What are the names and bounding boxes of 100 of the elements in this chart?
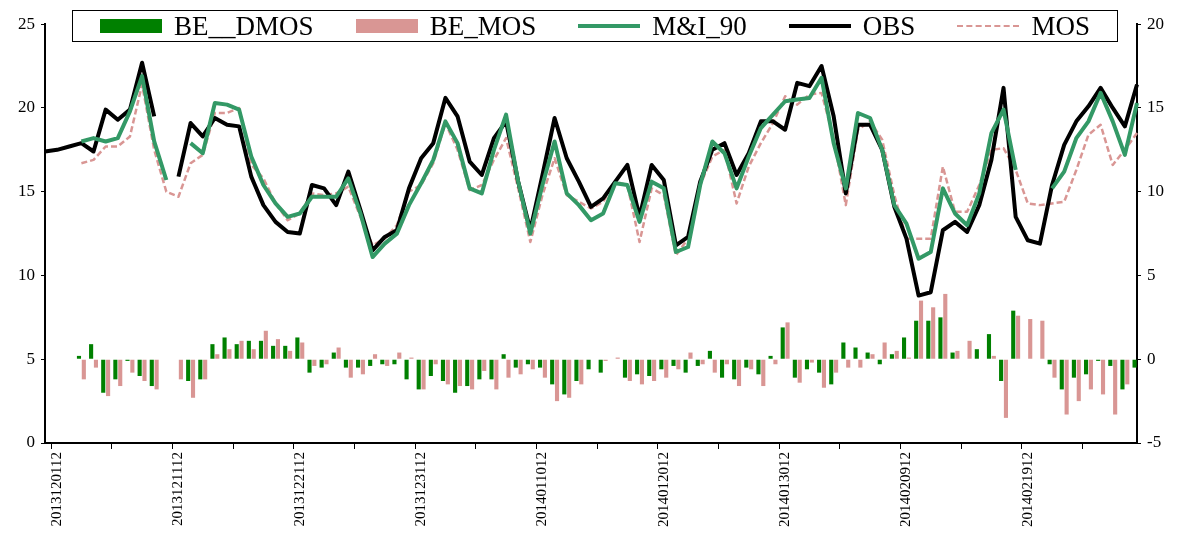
- bar: [246, 340, 251, 359]
- x-tick-label: 2014013012: [776, 452, 793, 527]
- bar: [234, 344, 239, 359]
- bar: [137, 359, 142, 376]
- bar: [1003, 359, 1009, 418]
- bar: [494, 359, 499, 390]
- x-tick-label: 2013121112: [169, 452, 186, 526]
- x-tick-label: 2013122112: [290, 452, 307, 527]
- bar: [761, 359, 766, 387]
- bar: [901, 337, 907, 359]
- bar: [1120, 359, 1125, 390]
- bar: [1011, 310, 1016, 359]
- x-tick-label: 2014021912: [1018, 452, 1035, 527]
- bar: [579, 359, 584, 385]
- y2-tick-label: 0: [1147, 348, 1156, 368]
- bar: [574, 359, 579, 382]
- legend-label: M&I_90: [652, 11, 747, 41]
- bar: [542, 359, 547, 378]
- bar: [554, 359, 560, 402]
- bar: [780, 327, 785, 359]
- x-tick-label: 2014012012: [654, 452, 671, 527]
- bar: [918, 300, 924, 359]
- bar: [756, 359, 761, 375]
- bar: [537, 359, 543, 368]
- bar: [804, 359, 810, 370]
- bar: [307, 359, 312, 373]
- bar: [186, 359, 191, 382]
- bar: [647, 359, 652, 376]
- bar: [312, 359, 317, 366]
- bar: [817, 359, 822, 373]
- bar: [882, 342, 887, 359]
- bar: [440, 359, 446, 382]
- bar: [227, 349, 232, 359]
- bar: [785, 322, 790, 359]
- bar: [671, 359, 676, 366]
- bar: [1071, 359, 1076, 378]
- bar: [331, 352, 336, 359]
- bar: [319, 359, 324, 368]
- bar: [271, 345, 276, 359]
- bar: [530, 359, 535, 370]
- bar: [986, 334, 992, 359]
- bar: [300, 342, 305, 359]
- bar: [1052, 359, 1057, 378]
- bar: [707, 350, 712, 359]
- bar: [190, 359, 196, 398]
- bar: [622, 359, 628, 378]
- bar: [821, 359, 827, 388]
- y2-tick-label: 15: [1147, 97, 1164, 117]
- bar: [283, 345, 288, 359]
- bar: [501, 354, 506, 359]
- x-tick-label: 2014020912: [897, 452, 914, 527]
- bar: [324, 359, 329, 365]
- bar: [178, 359, 183, 380]
- y2-tick-label: -5: [1147, 432, 1162, 452]
- bar: [1088, 359, 1093, 390]
- bar: [712, 359, 717, 373]
- bar: [846, 359, 851, 368]
- bar: [368, 359, 373, 366]
- bar: [428, 359, 433, 376]
- bar: [931, 307, 936, 359]
- bar: [76, 355, 82, 359]
- bar: [154, 359, 159, 390]
- bar: [744, 359, 749, 368]
- bar: [955, 350, 960, 359]
- bar: [348, 359, 353, 378]
- bar: [506, 359, 511, 378]
- bar: [89, 344, 94, 359]
- bar: [834, 359, 839, 373]
- bar: [404, 359, 409, 380]
- bar: [215, 354, 220, 359]
- bar: [926, 320, 931, 359]
- bar: [676, 359, 681, 370]
- bar: [470, 359, 475, 390]
- bar: [991, 355, 996, 359]
- bar: [275, 339, 281, 359]
- bar: [719, 359, 725, 378]
- y-tick-label: 5: [26, 348, 35, 368]
- bar: [210, 344, 215, 359]
- bar: [567, 359, 572, 398]
- bar: [768, 355, 773, 359]
- bar: [457, 359, 463, 387]
- bar: [1132, 359, 1137, 368]
- bar: [372, 354, 378, 359]
- bar: [445, 359, 450, 385]
- bar: [1083, 359, 1089, 375]
- bar: [239, 340, 244, 359]
- bar: [792, 359, 797, 378]
- legend-label: MOS: [1031, 11, 1090, 41]
- bar: [1076, 359, 1081, 402]
- bar: [101, 359, 106, 393]
- bar: [258, 340, 264, 359]
- bar: [336, 347, 341, 359]
- bar: [113, 359, 118, 380]
- bar: [1040, 320, 1045, 359]
- bar: [732, 359, 737, 380]
- bar: [288, 350, 293, 359]
- bar: [518, 359, 523, 375]
- bar: [652, 359, 657, 382]
- bar: [894, 350, 899, 359]
- bar: [93, 359, 99, 368]
